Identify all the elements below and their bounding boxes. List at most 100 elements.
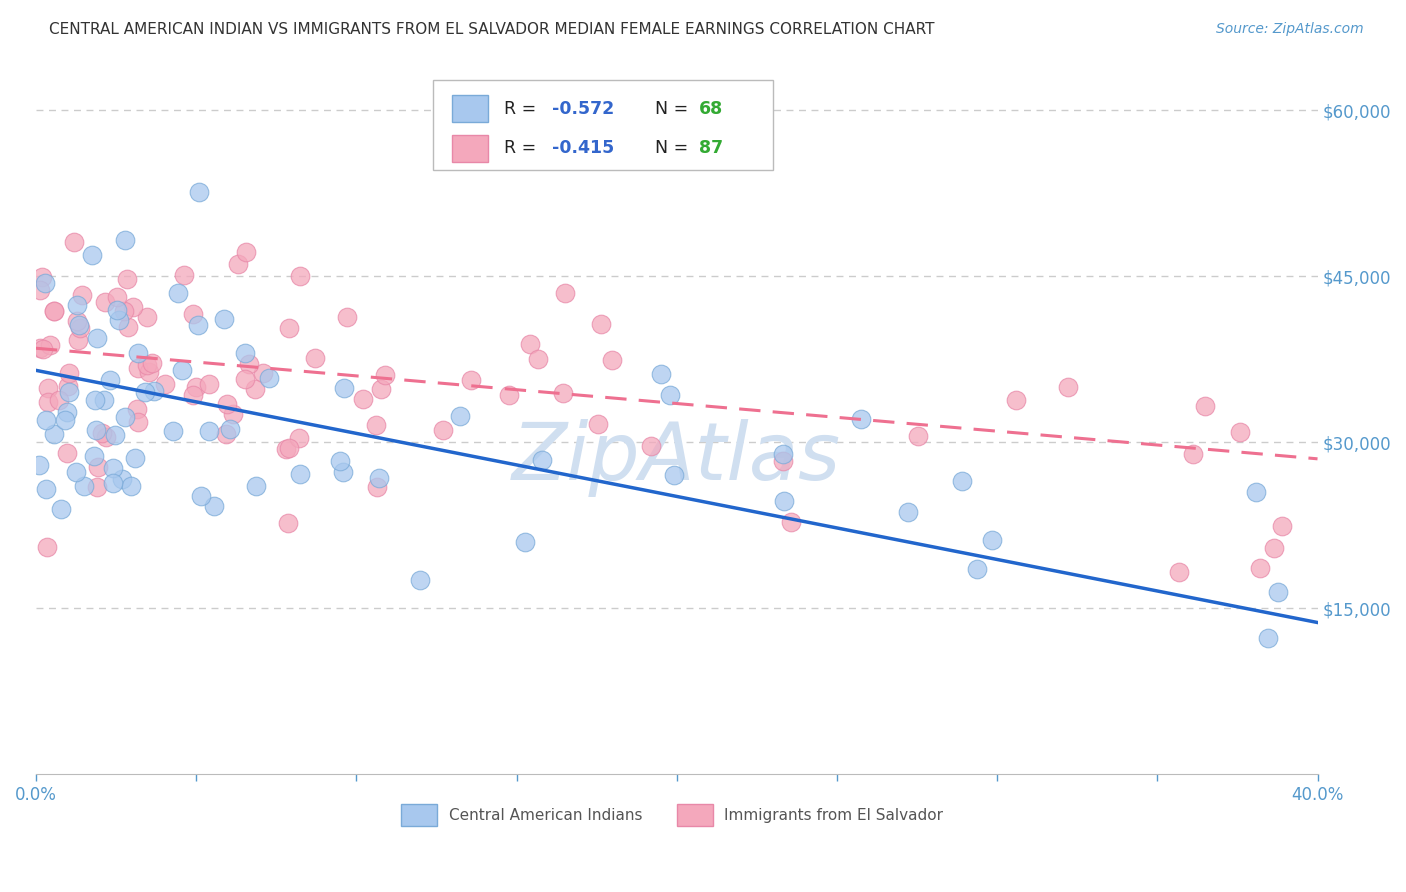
Point [80,248,103,262]
Point [56,446,79,460]
Point [773,493,796,508]
Point [162,424,184,438]
Point [980,533,1002,547]
Point [233,346,256,360]
Point [86,480,108,494]
Point [328,454,350,468]
Point [84,393,107,408]
Point [215,426,238,441]
Point [117,320,139,334]
Point [105,290,128,304]
Point [63,235,86,249]
Point [235,245,257,260]
Point [105,303,128,318]
Point [370,382,392,396]
Point [353,392,375,407]
Point [554,286,576,301]
Point [586,417,609,431]
Point [658,388,681,402]
Point [31,270,53,285]
Point [125,402,148,417]
Point [69,321,91,335]
Point [198,425,221,439]
Point [772,454,794,468]
Point [93,393,115,408]
Point [73,478,96,492]
Point [70,287,93,301]
Point [30,341,52,355]
Point [1244,484,1267,499]
Text: Source: ZipAtlas.com: Source: ZipAtlas.com [1216,22,1364,37]
Point [83,449,105,463]
Point [531,452,554,467]
Text: 87: 87 [699,139,723,157]
Point [257,371,280,385]
Point [84,423,107,437]
Point [513,535,536,549]
Point [93,294,115,309]
Point [112,304,135,318]
Point [664,467,686,482]
Point [38,337,60,351]
Point [1271,519,1294,533]
Point [66,298,89,312]
Text: R =: R = [503,100,541,118]
Point [460,373,482,387]
Point [245,382,267,396]
Point [278,321,301,335]
Point [364,417,387,432]
Point [138,365,160,379]
Point [252,366,274,380]
Point [37,381,59,395]
Point [114,233,136,247]
Point [202,499,225,513]
Text: Central American Indians: Central American Indians [449,808,643,823]
Point [186,380,208,394]
Point [274,442,297,457]
Text: -0.415: -0.415 [553,139,614,157]
Point [333,381,356,395]
Point [181,307,204,321]
Point [600,352,623,367]
Point [1249,561,1271,575]
Point [1005,392,1028,407]
Text: 68: 68 [699,100,723,118]
Point [1267,584,1289,599]
Point [134,384,156,399]
Point [1182,447,1205,461]
Point [527,352,550,367]
Point [222,408,245,422]
Point [233,372,256,386]
Point [190,489,212,503]
Point [332,465,354,479]
Point [288,467,311,482]
Point [336,310,359,324]
Point [87,460,110,475]
Point [94,430,117,444]
Point [127,361,149,376]
Point [1229,425,1251,439]
Point [772,447,794,461]
Point [950,474,973,488]
Point [141,356,163,370]
Point [42,303,65,318]
Point [1168,565,1191,579]
Point [238,357,260,371]
Point [111,472,134,486]
Bar [453,135,488,162]
Point [181,388,204,402]
Point [1057,380,1080,394]
Point [187,318,209,333]
Text: ZipAtlas: ZipAtlas [512,418,841,497]
Point [166,286,188,301]
Point [58,385,80,400]
Point [217,397,239,411]
Point [226,257,249,271]
Point [374,368,396,383]
Point [34,482,56,496]
Point [56,379,79,393]
Point [101,476,124,491]
Text: Immigrants from El Salvador: Immigrants from El Salvador [724,808,943,823]
Point [142,384,165,398]
Point [103,461,125,475]
